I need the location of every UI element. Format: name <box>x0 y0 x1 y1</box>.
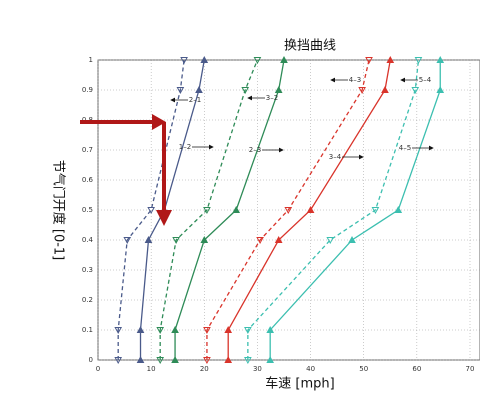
series-line <box>174 59 285 360</box>
y-tick-label: 0.4 <box>82 236 94 244</box>
marker <box>256 237 264 245</box>
marker <box>326 237 335 245</box>
marker <box>371 207 380 215</box>
marker <box>274 235 283 243</box>
marker <box>123 237 132 245</box>
marker <box>266 325 275 333</box>
marker <box>274 85 283 93</box>
x-axis-label: 车速 [mph] <box>265 376 334 392</box>
chart-title: 换挡曲线 <box>284 39 336 54</box>
marker <box>348 235 356 243</box>
series-line <box>117 59 185 360</box>
marker <box>200 235 209 243</box>
shift-label: 1–2 <box>179 143 191 151</box>
shift-label: 5–4 <box>419 76 432 84</box>
shift-label: 3–4 <box>329 153 342 161</box>
y-tick-label: 0.9 <box>82 86 93 94</box>
marker <box>411 87 420 95</box>
marker <box>144 235 153 243</box>
red-arrow-head <box>152 114 166 130</box>
marker <box>171 325 179 333</box>
y-tick-label: 0.2 <box>82 296 93 304</box>
y-tick-label: 1 <box>89 56 93 64</box>
marker <box>436 85 445 93</box>
marker <box>381 85 389 93</box>
marker <box>203 357 211 365</box>
marker <box>365 57 373 65</box>
series-line <box>269 60 441 360</box>
marker <box>224 325 233 333</box>
x-tick-label: 60 <box>412 365 421 373</box>
shift-label: 4–3 <box>349 76 361 84</box>
x-tick-label: 30 <box>253 365 262 373</box>
marker <box>436 55 445 63</box>
marker <box>394 205 403 213</box>
marker <box>172 237 180 245</box>
x-tick-label: 20 <box>200 365 209 373</box>
series-line <box>206 59 370 360</box>
x-tick-label: 0 <box>96 365 100 373</box>
shift-label: 3–2 <box>266 94 278 102</box>
marker <box>284 207 293 215</box>
series-line <box>247 59 420 360</box>
marker <box>203 207 211 215</box>
marker <box>114 327 123 335</box>
y-tick-label: 0.7 <box>82 146 93 154</box>
marker <box>136 355 145 363</box>
marker <box>306 205 315 213</box>
y-tick-label: 0.6 <box>82 176 94 184</box>
x-tick-label: 40 <box>306 365 315 373</box>
y-axis-label: 节气门开度 [0-1] <box>51 160 67 261</box>
marker <box>224 355 233 363</box>
x-tick-label: 10 <box>147 365 156 373</box>
marker <box>114 357 123 365</box>
marker <box>386 55 395 63</box>
marker <box>414 57 423 65</box>
x-tick-label: 50 <box>359 365 368 373</box>
marker <box>232 205 241 213</box>
marker <box>195 85 203 93</box>
series-line <box>227 59 391 360</box>
marker <box>253 57 262 65</box>
y-tick-label: 0.1 <box>82 326 93 334</box>
shift-label: 2–1 <box>189 96 201 104</box>
marker <box>241 87 250 95</box>
marker <box>171 355 179 363</box>
marker <box>244 357 252 365</box>
marker <box>156 357 165 365</box>
marker <box>136 325 145 333</box>
red-arrow-head <box>156 210 172 226</box>
series-line <box>139 59 205 360</box>
shift-label: 2–3 <box>249 146 261 154</box>
marker <box>147 207 155 215</box>
shift-label: 4–5 <box>399 144 411 152</box>
marker <box>156 327 165 335</box>
marker <box>244 327 252 335</box>
series-line <box>159 59 259 360</box>
marker <box>203 327 211 335</box>
x-tick-label: 70 <box>466 365 475 373</box>
y-tick-label: 0.5 <box>82 206 93 214</box>
y-tick-label: 0 <box>89 356 93 364</box>
marker <box>280 55 288 63</box>
y-tick-label: 0.3 <box>82 266 93 274</box>
marker <box>180 57 188 65</box>
marker <box>176 87 185 95</box>
marker <box>266 355 275 363</box>
marker <box>358 87 366 95</box>
marker <box>200 55 209 63</box>
